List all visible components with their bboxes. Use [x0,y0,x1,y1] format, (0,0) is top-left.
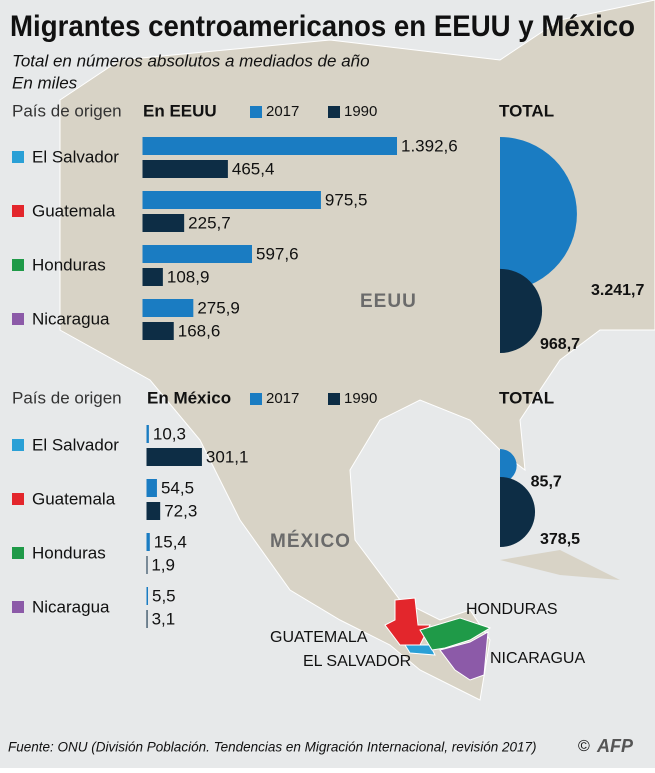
legend-label: 1990 [344,103,377,120]
category-swatch [12,151,24,163]
value-label: 168,6 [178,321,221,340]
map-label: EL SALVADOR [303,653,411,670]
map-label: EEUU [360,291,417,312]
category-label: El Salvador [32,147,119,166]
category-label: Nicaragua [32,597,110,616]
value-label: 1.392,6 [401,136,458,155]
value-label: 597,6 [256,244,299,263]
value-label: 975,5 [325,190,368,209]
category-label: Nicaragua [32,309,110,328]
bar [143,214,184,232]
bar [143,299,193,317]
category-header: País de origen [12,101,122,120]
value-label: 5,5 [152,586,176,605]
category-swatch [12,313,24,325]
source: Fuente: ONU (División Población. Tendenc… [8,740,537,755]
map-label: NICARAGUA [490,650,585,667]
category-swatch [12,205,24,217]
credit: © [578,738,590,755]
bar [147,502,160,520]
total-label: 85,7 [531,474,562,491]
legend-label: 1990 [344,390,377,407]
bar [143,322,174,340]
bar [143,191,321,209]
total-label: 3.241,7 [591,282,644,299]
legend-label: 2017 [266,103,299,120]
value-label: 3,1 [152,609,176,628]
unit: En miles [12,73,78,92]
bar [147,448,202,466]
legend-swatch [328,393,340,405]
panel-title: En México [147,388,231,407]
legend-label: 2017 [266,390,299,407]
total-title: TOTAL [499,101,554,120]
bar [147,479,157,497]
total-label: 968,7 [540,336,580,353]
total-title: TOTAL [499,388,554,407]
bar [143,245,252,263]
logo: AFP [596,736,634,756]
bar [143,268,163,286]
value-label: 465,4 [232,159,275,178]
bar [143,137,397,155]
value-label: 301,1 [206,447,249,466]
category-header: País de origen [12,388,122,407]
value-label: 1,9 [151,555,175,574]
value-label: 15,4 [154,532,187,551]
total-label: 378,5 [540,531,580,548]
value-label: 108,9 [167,267,210,286]
category-label: Honduras [32,543,106,562]
map-label: GUATEMALA [270,629,368,646]
category-swatch [12,493,24,505]
map-label: HONDURAS [466,601,558,618]
bar [143,160,228,178]
category-label: Guatemala [32,201,116,220]
subtitle: Total en números absolutos a mediados de… [12,51,370,70]
value-label: 10,3 [153,424,186,443]
value-label: 54,5 [161,478,194,497]
value-label: 72,3 [164,501,197,520]
map-label: MÉXICO [270,530,351,552]
value-label: 225,7 [188,213,231,232]
legend-swatch [250,393,262,405]
title: Migrantes centroamericanos en EEUU y Méx… [10,10,635,43]
category-swatch [12,259,24,271]
category-label: Honduras [32,255,106,274]
category-swatch [12,601,24,613]
category-swatch [12,439,24,451]
legend-swatch [328,106,340,118]
category-swatch [12,547,24,559]
category-label: Guatemala [32,489,116,508]
panel-title: En EEUU [143,101,217,120]
value-label: 275,9 [197,298,240,317]
legend-swatch [250,106,262,118]
category-label: El Salvador [32,435,119,454]
